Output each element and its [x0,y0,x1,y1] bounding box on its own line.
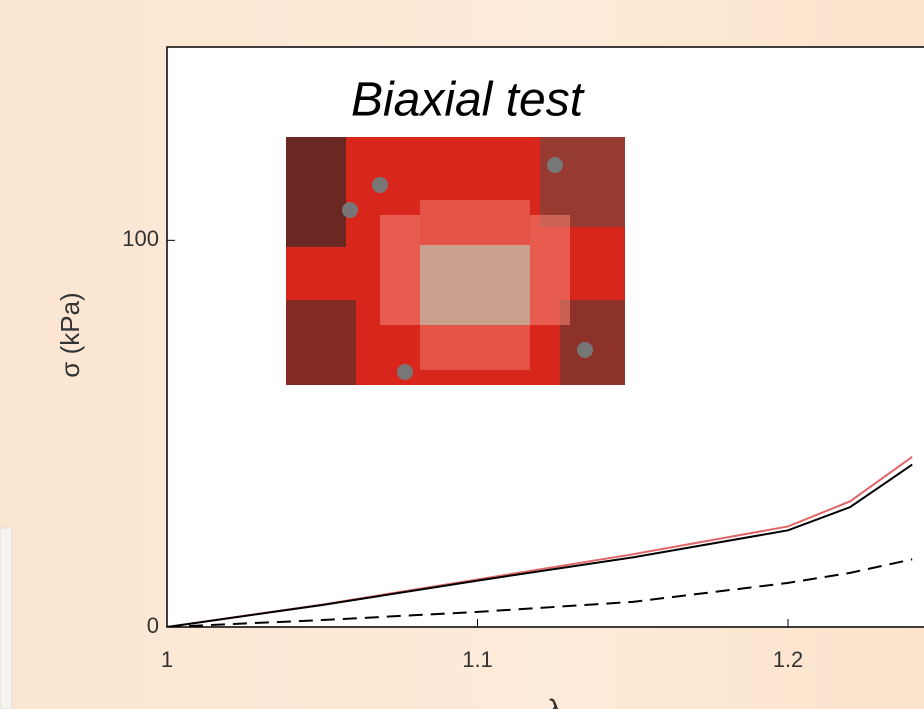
y-tick-label: 0 [147,613,159,638]
x-tick-label: 1 [161,647,173,672]
y-axis-label: σ (kPa) [55,292,85,377]
x-tick-label: 1.2 [773,647,804,672]
x-axis-label: λ [548,694,563,709]
data-line [167,558,913,627]
x-tick-label: 1.1 [462,647,493,672]
y-tick-label: 100 [122,226,159,251]
data-line [167,463,913,627]
series-group [167,456,913,627]
side-panel [0,527,13,709]
photo [286,137,625,385]
chart-title: Biaxial test [351,74,585,127]
